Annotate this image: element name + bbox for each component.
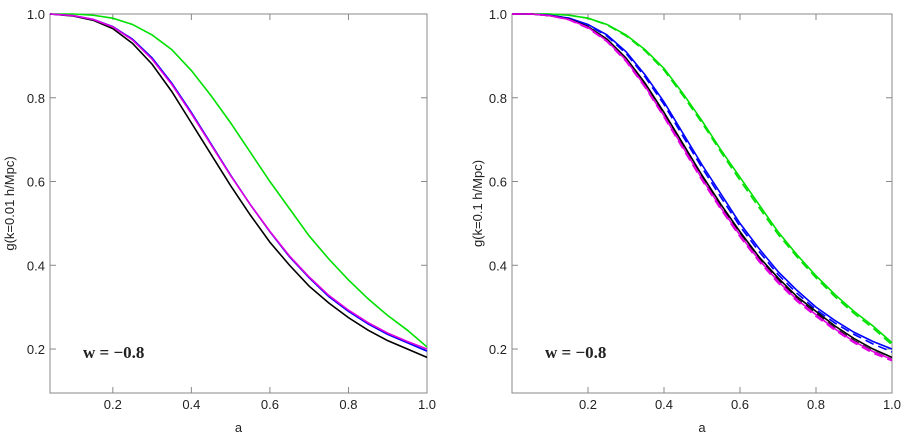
y-tick-label: 0.2 bbox=[489, 342, 507, 357]
x-tick-label: 1.0 bbox=[883, 397, 901, 412]
plot-frame bbox=[511, 13, 893, 394]
curve bbox=[512, 13, 893, 362]
y-tick-label: 0.4 bbox=[489, 258, 507, 273]
x-tick-label: 0.2 bbox=[104, 397, 122, 412]
y-tick-label: 1.0 bbox=[489, 7, 507, 22]
x-tick-label: 0.4 bbox=[182, 397, 200, 412]
x-axis-label: a bbox=[235, 420, 243, 435]
curve bbox=[512, 13, 893, 361]
x-tick-label: 0.8 bbox=[807, 397, 825, 412]
x-tick-label: 0.6 bbox=[261, 397, 279, 412]
x-tick-label: 0.6 bbox=[731, 397, 749, 412]
x-tick-label: 0.8 bbox=[339, 397, 357, 412]
y-axis-label: g(k=0.1 h/Mpc) bbox=[470, 160, 485, 247]
plot-frame bbox=[49, 13, 428, 394]
curve bbox=[512, 13, 893, 359]
curve bbox=[49, 13, 428, 359]
y-tick-label: 0.8 bbox=[489, 91, 507, 106]
x-tick-label: 0.4 bbox=[655, 397, 673, 412]
y-tick-label: 0.8 bbox=[27, 91, 45, 106]
y-tick-label: 0.2 bbox=[27, 342, 45, 357]
x-tick-label: 0.2 bbox=[579, 397, 597, 412]
y-axis-label: g(k=0.01 h/Mpc) bbox=[2, 156, 17, 250]
y-tick-label: 0.4 bbox=[27, 258, 45, 273]
y-tick-label: 0.6 bbox=[27, 175, 45, 190]
x-axis-label: a bbox=[698, 420, 706, 435]
curve bbox=[512, 13, 893, 346]
curve bbox=[512, 13, 893, 353]
curve bbox=[49, 13, 428, 350]
y-tick-label: 0.6 bbox=[489, 175, 507, 190]
annotation: w = −0.8 bbox=[83, 343, 144, 362]
curve bbox=[512, 13, 893, 361]
annotation: w = −0.8 bbox=[545, 343, 606, 362]
curve bbox=[50, 13, 428, 348]
y-tick-label: 1.0 bbox=[27, 7, 45, 22]
x-tick-label: 1.0 bbox=[418, 397, 436, 412]
